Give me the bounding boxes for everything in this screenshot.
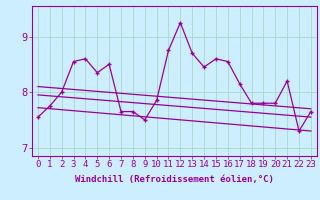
X-axis label: Windchill (Refroidissement éolien,°C): Windchill (Refroidissement éolien,°C) — [75, 175, 274, 184]
